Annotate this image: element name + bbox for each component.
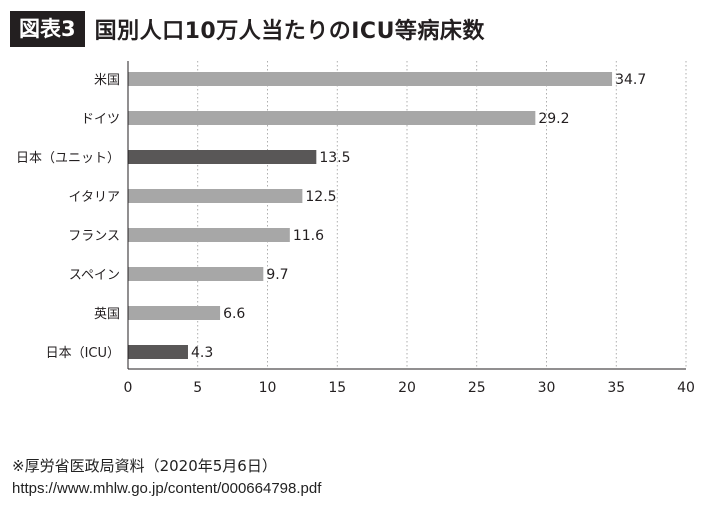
bar-chart: 0 5 10 15 20 25 30 35 40 米国 34.7 ドイツ 29.2 日本（ユニット） 13.… [16, 61, 695, 396]
category-label: フランス [68, 229, 120, 244]
x-tick-label: 40 [677, 380, 695, 396]
x-tick-label: 5 [193, 380, 202, 396]
category-label: 米国 [94, 73, 120, 88]
category-label: 日本（ユニット） [16, 151, 120, 166]
bar [128, 345, 188, 359]
x-tick-label: 15 [328, 380, 346, 396]
source-url: https://www.mhlw.go.jp/content/000664798… [12, 480, 322, 497]
chart-header: 図表3 国別人口10万人当たりのICU等病床数 [10, 11, 485, 47]
bar [128, 72, 613, 86]
value-label: 11.6 [293, 228, 324, 244]
value-label: 4.3 [191, 345, 213, 361]
category-label: 日本（ICU） [46, 346, 120, 361]
bar [128, 267, 264, 281]
x-tick-label: 10 [259, 380, 277, 396]
category-label: イタリア [69, 190, 120, 205]
category-label: スペイン [69, 268, 120, 283]
chart-title: 国別人口10万人当たりのICU等病床数 [94, 19, 485, 44]
bar [128, 189, 303, 203]
category-label: 英国 [94, 307, 120, 322]
x-tick-label: 20 [398, 380, 416, 396]
bar [128, 150, 317, 164]
value-label: 29.2 [538, 111, 569, 127]
bar [128, 228, 290, 242]
bar [128, 306, 221, 320]
figure-badge: 図表3 [10, 11, 85, 47]
source-note: ※厚労省医政局資料（2020年5月6日） [12, 457, 277, 475]
x-tick-label: 35 [607, 380, 625, 396]
value-label: 34.7 [615, 72, 646, 88]
bar [128, 111, 536, 125]
x-tick-label: 0 [124, 380, 133, 396]
x-tick-label: 30 [538, 380, 556, 396]
value-label: 12.5 [305, 189, 336, 205]
value-label: 13.5 [319, 150, 350, 166]
value-label: 9.7 [266, 267, 288, 283]
category-label: ドイツ [81, 112, 120, 127]
value-label: 6.6 [223, 306, 245, 322]
x-tick-label: 25 [468, 380, 486, 396]
